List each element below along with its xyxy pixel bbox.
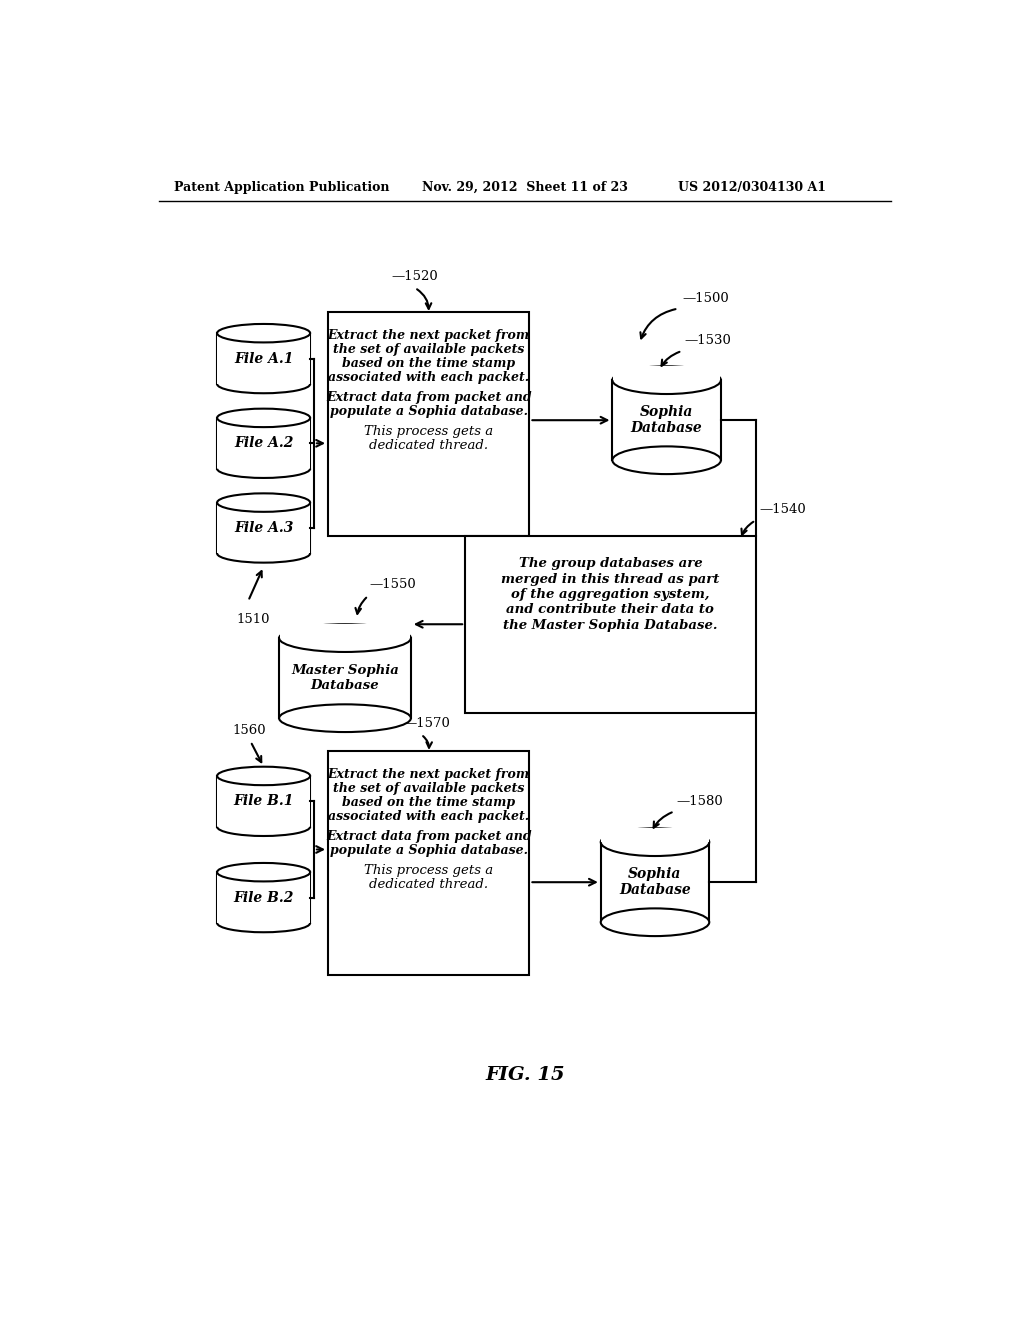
Bar — [217, 873, 310, 923]
Text: US 2012/0304130 A1: US 2012/0304130 A1 — [678, 181, 826, 194]
Text: File A.2: File A.2 — [233, 437, 293, 450]
Text: dedicated thread.: dedicated thread. — [369, 438, 488, 451]
Text: Nov. 29, 2012  Sheet 11 of 23: Nov. 29, 2012 Sheet 11 of 23 — [423, 181, 629, 194]
Text: Extract data from packet and: Extract data from packet and — [326, 391, 531, 404]
Text: the set of available packets: the set of available packets — [333, 343, 524, 356]
Text: based on the time stamp: based on the time stamp — [342, 358, 515, 370]
Text: 1510: 1510 — [237, 612, 270, 626]
Ellipse shape — [280, 705, 411, 733]
Text: the set of available packets: the set of available packets — [333, 781, 524, 795]
Text: the Master Sophia Database.: the Master Sophia Database. — [503, 619, 718, 632]
Text: Sophia
Database: Sophia Database — [620, 867, 691, 898]
Text: Extract the next packet from: Extract the next packet from — [328, 330, 529, 342]
Bar — [328, 751, 529, 974]
Text: based on the time stamp: based on the time stamp — [342, 796, 515, 809]
Ellipse shape — [217, 409, 310, 428]
Text: —1550: —1550 — [370, 578, 417, 591]
Text: populate a Sophia database.: populate a Sophia database. — [330, 843, 527, 857]
Bar — [601, 829, 709, 842]
Bar — [217, 418, 310, 469]
Ellipse shape — [612, 446, 721, 474]
Bar — [613, 367, 720, 380]
Text: —1570: —1570 — [403, 717, 450, 730]
Text: populate a Sophia database.: populate a Sophia database. — [330, 405, 527, 418]
Text: Extract the next packet from: Extract the next packet from — [328, 768, 529, 781]
Text: File A.3: File A.3 — [233, 521, 293, 535]
Ellipse shape — [601, 908, 710, 936]
Text: The group databases are: The group databases are — [518, 557, 702, 570]
Ellipse shape — [601, 829, 710, 857]
Text: FIG. 15: FIG. 15 — [485, 1065, 564, 1084]
Ellipse shape — [217, 767, 310, 785]
Ellipse shape — [217, 863, 310, 882]
Text: Patent Application Publication: Patent Application Publication — [174, 181, 390, 194]
Text: —1500: —1500 — [682, 292, 729, 305]
Text: associated with each packet.: associated with each packet. — [328, 810, 529, 822]
Text: Sophia
Database: Sophia Database — [631, 405, 702, 436]
Bar — [217, 503, 310, 553]
Bar — [465, 536, 756, 713]
Bar — [328, 313, 529, 536]
Text: and contribute their data to: and contribute their data to — [507, 603, 715, 616]
Text: —1540: —1540 — [760, 503, 806, 516]
Ellipse shape — [280, 624, 411, 652]
Text: This process gets a: This process gets a — [365, 425, 494, 438]
Ellipse shape — [217, 323, 310, 342]
Text: dedicated thread.: dedicated thread. — [369, 878, 488, 891]
Ellipse shape — [217, 494, 310, 512]
Text: of the aggregation system,: of the aggregation system, — [511, 589, 710, 601]
Text: —1530: —1530 — [684, 334, 731, 347]
Text: associated with each packet.: associated with each packet. — [328, 371, 529, 384]
Text: File B.2: File B.2 — [233, 891, 294, 904]
Text: Master Sophia
Database: Master Sophia Database — [291, 664, 399, 692]
Text: File A.1: File A.1 — [233, 351, 293, 366]
Text: merged in this thread as part: merged in this thread as part — [502, 573, 720, 586]
Text: This process gets a: This process gets a — [365, 863, 494, 876]
Ellipse shape — [612, 367, 721, 395]
Text: —1520: —1520 — [391, 271, 438, 284]
Text: 1560: 1560 — [232, 725, 266, 738]
Bar — [217, 776, 310, 826]
Text: Extract data from packet and: Extract data from packet and — [326, 830, 531, 843]
Bar — [217, 333, 310, 384]
Text: —1580: —1580 — [677, 795, 723, 808]
Bar — [280, 624, 411, 638]
Text: File B.1: File B.1 — [233, 795, 294, 808]
